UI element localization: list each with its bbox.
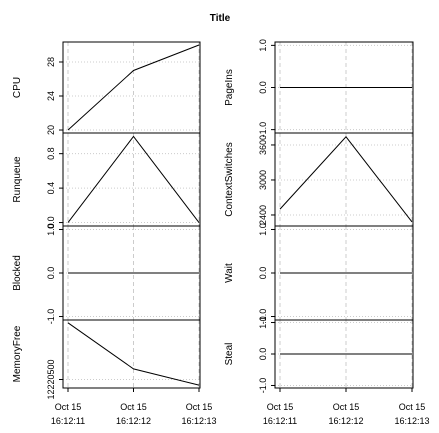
y-tick-label: -1.0 [46, 309, 56, 325]
y-tick-label: 1.0 [46, 223, 56, 236]
y-tick-label: 0.4 [46, 182, 56, 195]
y-tick-label: 12220500 [46, 359, 56, 399]
panel-frame [62, 132, 201, 227]
line [67, 44, 200, 131]
y-tick-label: 0.0 [46, 216, 56, 229]
y-tick-label: 0.0 [258, 267, 268, 280]
x-tick-label: Oct 15 [267, 402, 294, 412]
y-tick-label: 2400 [258, 205, 268, 225]
x-tick-label: Oct 15 [333, 402, 360, 412]
y-tick-label: 20 [46, 125, 56, 135]
y-tick-label: -1.0 [258, 378, 268, 394]
y-axis-label: PageIns [224, 69, 235, 106]
x-tick-label: Oct 15 [399, 402, 426, 412]
y-axis-label: Wait [224, 263, 235, 283]
x-tick-label: Oct 15 [55, 402, 82, 412]
x-tick-label: 16:12:12 [328, 416, 363, 426]
line [279, 136, 413, 223]
y-axis-label: Runqueue [12, 156, 23, 203]
y-axis-label: CPU [12, 77, 23, 98]
line [67, 135, 200, 223]
chart-title: Title [210, 13, 231, 24]
y-axis-label: Steal [224, 343, 235, 366]
y-tick-label: 0.8 [46, 147, 56, 160]
x-tick-label: 16:12:11 [51, 416, 85, 426]
y-tick-label: 0.0 [258, 348, 268, 361]
y-tick-label: -1.0 [258, 309, 268, 325]
x-tick-label: 16:12:13 [394, 416, 429, 426]
x-tick-label: 16:12:13 [181, 416, 216, 426]
y-axis-label: ContextSwitches [224, 142, 235, 216]
y-tick-label: 1.0 [258, 316, 268, 329]
y-tick-label: -1.0 [258, 122, 268, 138]
y-tick-label: 0.0 [258, 81, 268, 94]
panel-frame [62, 319, 201, 389]
y-axis-label: Blocked [12, 255, 23, 291]
y-tick-label: 3000 [258, 170, 268, 190]
panel-frame [274, 319, 414, 389]
y-tick-label: 3600 [258, 135, 268, 155]
x-tick-label: 16:12:11 [263, 416, 297, 426]
y-tick-label: 1.0 [258, 223, 268, 236]
y-tick-label: 24 [46, 91, 56, 101]
y-axis-label: MemoryFree [12, 325, 23, 382]
y-tick-label: 1.0 [258, 39, 268, 52]
x-tick-label: Oct 15 [186, 402, 213, 412]
line [67, 322, 200, 386]
x-tick-label: Oct 15 [120, 402, 147, 412]
panel-frame [62, 41, 201, 134]
y-tick-label: 28 [46, 57, 56, 67]
x-tick-label: 16:12:12 [116, 416, 151, 426]
y-tick-label: 0.0 [46, 267, 56, 280]
